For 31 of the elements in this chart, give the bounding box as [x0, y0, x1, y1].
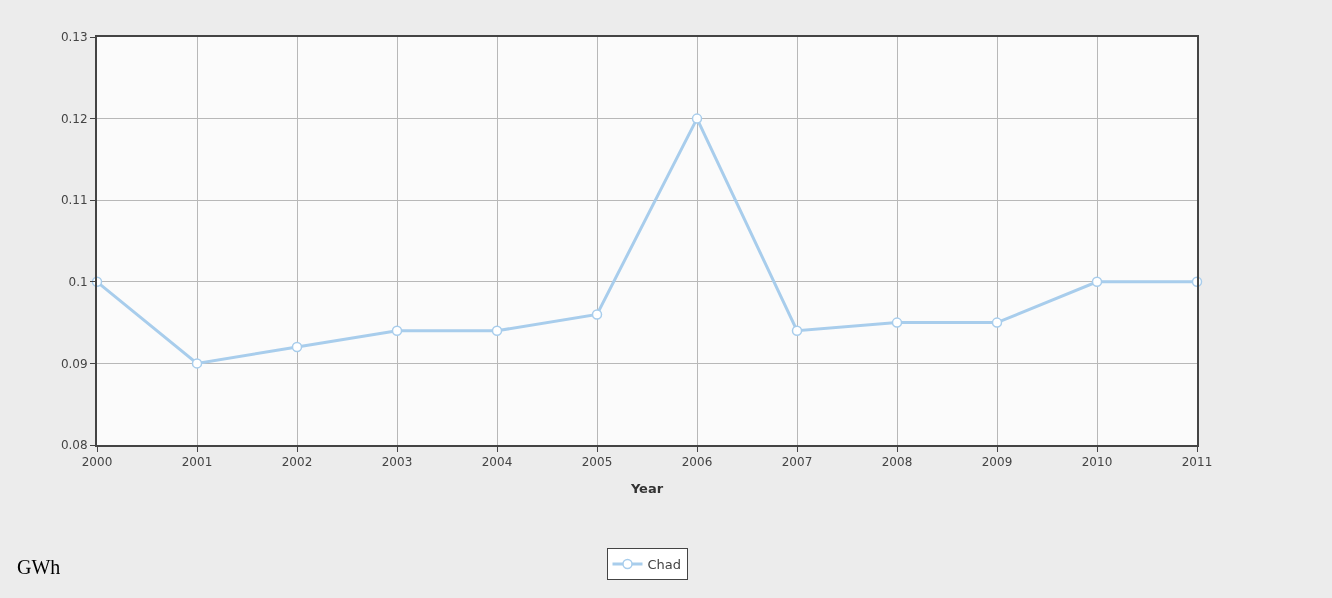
x-tick-label: 2004 — [481, 455, 513, 470]
x-tick-label: 2000 — [81, 455, 113, 470]
point — [991, 317, 1003, 328]
point — [491, 325, 503, 337]
point — [591, 309, 603, 320]
x-tick-label: 2002 — [281, 455, 313, 470]
x-tick-label: 2008 — [881, 455, 913, 470]
x-tick-label: 2009 — [981, 455, 1013, 470]
point — [1091, 276, 1103, 288]
y-tick-label: 0.11 — [60, 193, 88, 208]
point — [391, 325, 403, 337]
x-axis-title: Year — [629, 480, 664, 496]
point — [891, 317, 903, 328]
point — [791, 325, 803, 337]
x-tick-label: 2001 — [181, 455, 213, 470]
y-tick-label: 0.1 — [68, 275, 88, 289]
point — [691, 113, 703, 124]
legend-label: Chad — [647, 557, 682, 573]
x-tick-label: 2005 — [581, 455, 613, 470]
x-tick-label: 2010 — [1081, 455, 1113, 470]
x-tick-label: 2007 — [781, 455, 813, 470]
y-tick-label: 0.13 — [60, 30, 88, 45]
y-tick-label: 0.09 — [60, 356, 88, 371]
x-tick-label: 2003 — [381, 455, 413, 470]
point — [191, 358, 203, 369]
y-tick-label: 0.12 — [60, 111, 88, 126]
x-tick-label: 2011 — [1181, 455, 1213, 470]
point — [291, 341, 303, 353]
x-tick-label: 2006 — [681, 455, 713, 470]
text: GWh — [17, 556, 61, 578]
y-tick-label: 0.08 — [60, 438, 88, 453]
